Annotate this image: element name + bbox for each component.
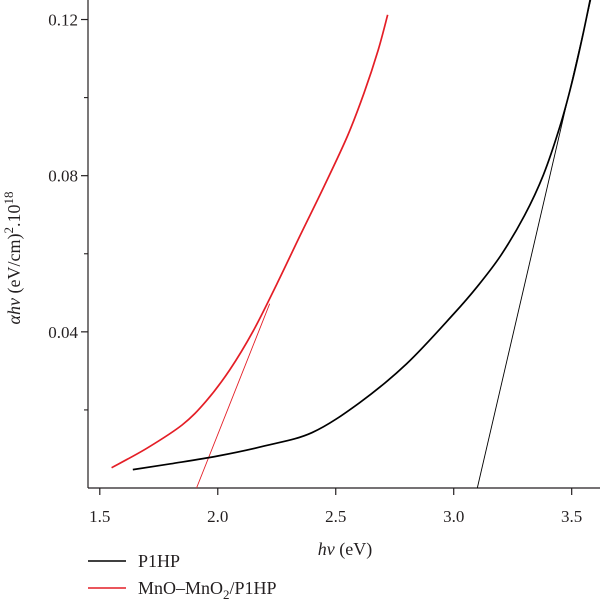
series-line-mno-mno2-p1hp bbox=[111, 14, 389, 469]
y-tick-label: 0.08 bbox=[48, 167, 78, 186]
y-axis-title: αhv (eV/cm)2.1018 bbox=[1, 192, 25, 325]
tangent-line-1 bbox=[476, 0, 592, 489]
x-tick-label: 3.0 bbox=[443, 507, 464, 526]
plot-frame bbox=[87, 0, 600, 489]
tangent-lines bbox=[196, 0, 592, 489]
legend-label-p1hp: P1HP bbox=[138, 551, 180, 571]
x-tick-label: 3.5 bbox=[561, 507, 582, 526]
tangent-line-2 bbox=[196, 303, 271, 489]
y-axis-ticks: 0.04 0.08 0.12 bbox=[48, 11, 88, 411]
y-tick-label: 0.04 bbox=[48, 323, 78, 342]
y-tick-label: 0.12 bbox=[48, 11, 78, 30]
legend-item-mno-mno2-p1hp: MnO–MnO2/P1HP bbox=[88, 578, 277, 602]
legend: P1HP MnO–MnO2/P1HP bbox=[88, 551, 277, 602]
x-tick-label: 2.5 bbox=[325, 507, 346, 526]
x-tick-label: 2.0 bbox=[207, 507, 228, 526]
x-axis-title: hv (eV) bbox=[318, 539, 372, 560]
x-tick-label: 1.5 bbox=[89, 507, 110, 526]
legend-item-p1hp: P1HP bbox=[88, 551, 180, 571]
legend-label-mno-mno2-p1hp: MnO–MnO2/P1HP bbox=[138, 578, 277, 602]
data-series bbox=[111, 0, 591, 471]
x-axis-ticks: 1.5 2.0 2.5 3.0 3.5 bbox=[89, 488, 582, 526]
series-line-p1hp bbox=[132, 0, 591, 471]
